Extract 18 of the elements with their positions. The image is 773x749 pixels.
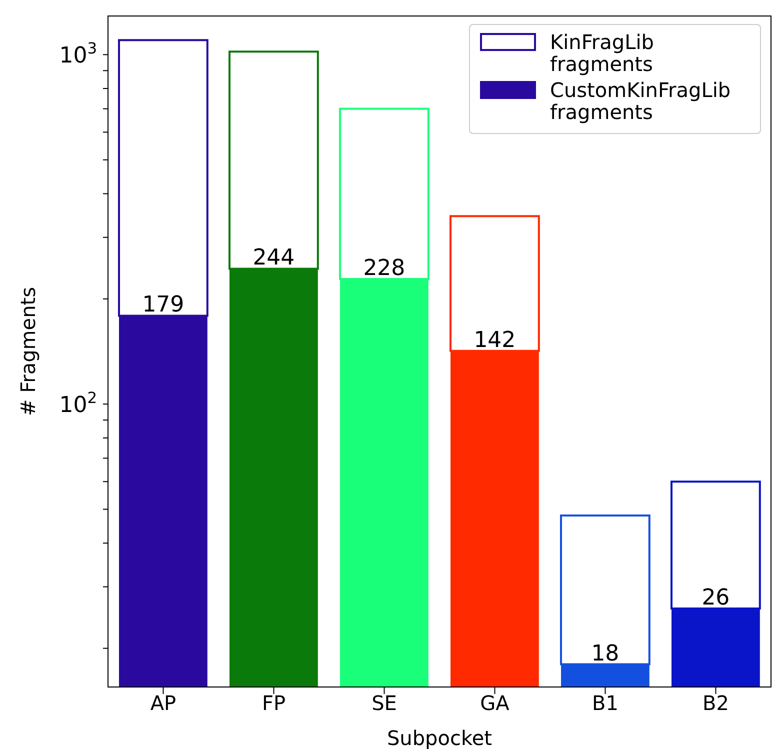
x-tick-label: SE [372, 691, 397, 716]
y-tick-label: 10$^{3}$ [59, 40, 97, 69]
y-tick-label: 10$^{2}$ [59, 389, 97, 418]
legend-label: CustomKinFragLib fragments [550, 78, 732, 124]
legend-label: KinFragLib fragments [550, 30, 655, 76]
x-tick-label: B1 [592, 691, 618, 716]
data-label: 142 [474, 328, 516, 353]
x-tick-label: GA [480, 691, 510, 716]
data-label: 244 [252, 246, 295, 271]
x-tick-label: FP [262, 691, 286, 716]
data-label: 179 [142, 292, 184, 318]
y-axis-title: # Fragments [16, 286, 40, 416]
data-label: 18 [591, 641, 620, 666]
x-axis-title: Subpocket [386, 726, 492, 749]
x-tick-label: AP [150, 691, 176, 716]
data-label: 26 [702, 586, 730, 611]
data-label: 228 [363, 256, 406, 281]
x-tick-label: B2 [702, 691, 729, 716]
